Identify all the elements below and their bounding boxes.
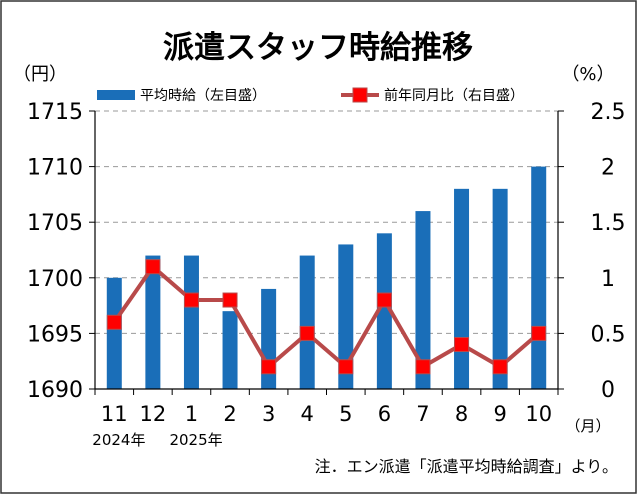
bar-2	[222, 311, 238, 389]
yoy-marker-12	[145, 259, 161, 275]
x-axis-label: 6	[378, 402, 391, 426]
bar-10	[531, 166, 547, 389]
x-axis-label: 8	[455, 402, 468, 426]
x-axis-label: 2	[223, 402, 236, 426]
x-axis-label: 12	[140, 402, 167, 426]
x-axis-label: 3	[262, 402, 275, 426]
year-label: 2024年	[92, 431, 145, 449]
right-axis-label: 1	[601, 267, 615, 292]
legend: 平均時給（左目盛） 前年同月比（右目盛）	[97, 87, 524, 104]
yoy-marker-8	[454, 337, 470, 353]
bar-11	[106, 277, 122, 389]
legend-line-marker	[352, 87, 368, 103]
bar-12	[145, 255, 161, 389]
chart-title: 派遣スタッフ時給推移	[163, 30, 473, 66]
yoy-marker-4	[299, 325, 315, 341]
source-note: 注．エン派遣「派遣平均時給調査」より。	[315, 457, 618, 476]
right-axis-label: 0.5	[591, 322, 626, 347]
bar-8	[454, 188, 470, 389]
bar-series	[106, 166, 547, 389]
x-axis-label: 9	[493, 402, 506, 426]
x-axis-label: 1	[185, 402, 198, 426]
yoy-marker-6	[376, 292, 392, 308]
left-axis-label: 1710	[27, 156, 83, 181]
left-axis-unit: （円）	[13, 64, 67, 85]
year-label: 2025年	[169, 431, 222, 449]
legend-line-label: 前年同月比（右目盛）	[384, 87, 524, 104]
yoy-marker-10	[531, 325, 547, 341]
bar-6	[376, 233, 392, 389]
left-axis-label: 1690	[27, 378, 83, 403]
right-axis-label: 1.5	[591, 211, 626, 236]
bar-5	[338, 244, 354, 389]
yoy-marker-9	[492, 359, 508, 375]
left-axis-label: 1705	[27, 211, 83, 236]
left-axis-label: 1715	[27, 100, 83, 125]
x-axis-label: 4	[301, 402, 314, 426]
yoy-marker-2	[222, 292, 238, 308]
legend-bar-swatch	[97, 90, 135, 100]
right-axis-label: 0	[601, 378, 615, 403]
axes	[89, 110, 564, 395]
bar-7	[415, 211, 431, 389]
line-series	[106, 259, 547, 375]
yoy-marker-7	[415, 359, 431, 375]
x-axis-label: 11	[101, 402, 128, 426]
bar-9	[492, 188, 508, 389]
right-axis-label: 2	[601, 156, 615, 181]
yoy-marker-11	[106, 314, 122, 330]
bar-4	[299, 255, 315, 389]
yoy-marker-3	[261, 359, 277, 375]
bar-1	[183, 255, 199, 389]
yoy-marker-5	[338, 359, 354, 375]
right-axis-label: 2.5	[591, 100, 626, 125]
yoy-marker-1	[183, 292, 199, 308]
x-axis-label: 10	[525, 402, 552, 426]
right-axis-unit: （%）	[561, 64, 614, 85]
x-axis-label: 5	[339, 402, 352, 426]
left-axis-label: 1700	[27, 267, 83, 292]
x-axis-unit: （月）	[565, 417, 610, 435]
legend-bar-label: 平均時給（左目盛）	[140, 88, 266, 104]
left-axis-label: 1695	[27, 322, 83, 347]
x-axis-label: 7	[416, 402, 429, 426]
